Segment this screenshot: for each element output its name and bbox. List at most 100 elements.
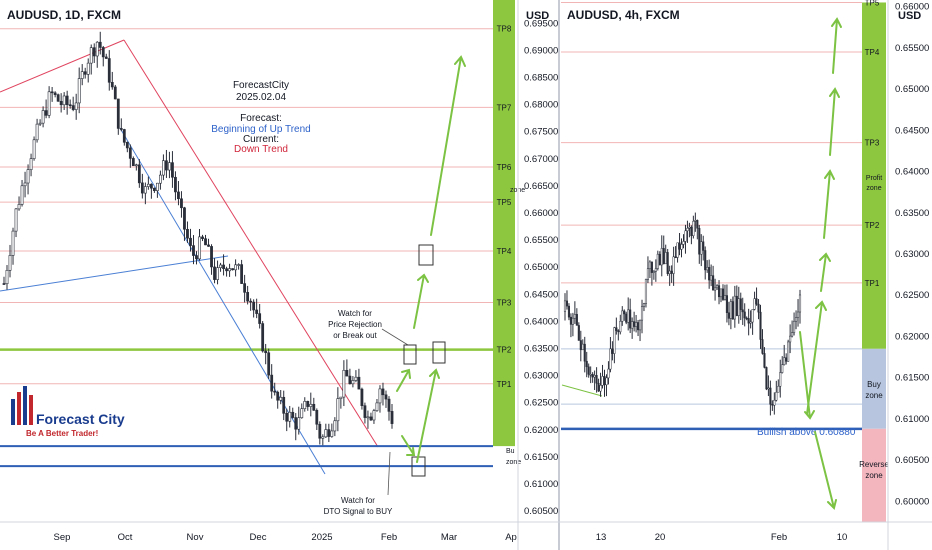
left-x-tick: Oct <box>118 532 133 543</box>
target-box-3 <box>418 244 434 266</box>
right-candle-body <box>787 341 790 362</box>
left-y-tick: 0.61500 <box>524 452 558 463</box>
left-candle-body <box>198 236 201 260</box>
right-y-tick: 0.62500 <box>895 290 929 301</box>
left-candle-body <box>50 91 54 94</box>
left-zone-label-bu: Bu <box>506 448 515 455</box>
left-candle-body <box>318 423 322 439</box>
right-zones <box>862 2 886 522</box>
left-candle-body <box>5 270 9 284</box>
right-candle-body <box>798 294 802 313</box>
right-candle-body <box>670 270 673 274</box>
left-candle-body <box>104 56 108 59</box>
left-candle-body <box>83 71 87 75</box>
right-candle-body <box>589 374 592 376</box>
left-candle-body <box>180 198 183 209</box>
left-candle-body <box>195 255 198 260</box>
left-y-tick: 0.63000 <box>524 371 558 382</box>
right-candle-body <box>749 321 752 324</box>
right-candle-body <box>625 313 628 323</box>
left-candle-body <box>225 268 228 272</box>
right-candle-body <box>743 311 746 319</box>
buy-zone-label-2: zone <box>865 391 883 400</box>
right-candle-body <box>621 310 624 322</box>
right-candle-body <box>672 256 675 274</box>
right-candle-body <box>644 279 648 304</box>
right-candle-body <box>627 309 630 323</box>
right-candle-body <box>759 311 762 340</box>
right-candle-body <box>716 285 719 289</box>
logo-bar-1 <box>11 399 15 425</box>
right-candle-body <box>791 332 794 337</box>
right-candle-body <box>781 364 784 373</box>
right-candle-body <box>623 310 626 315</box>
dto-line-2: DTO Signal to BUY <box>324 507 393 516</box>
right-y-tick: 0.63500 <box>895 208 929 219</box>
left-x-tick: Nov <box>187 532 204 543</box>
arrow-long-up <box>416 368 440 463</box>
left-candle-body <box>110 82 114 88</box>
r-arrow-4 <box>829 87 840 156</box>
left-candle-body <box>128 147 132 159</box>
right-candle-body <box>775 391 778 401</box>
right-candle-body <box>710 275 713 281</box>
right-x-tick: 13 <box>596 532 607 543</box>
profit-zone-label-1: Profit <box>866 175 882 182</box>
right-candle-body <box>725 295 728 313</box>
right-chart-title: AUDUSD, 4h, FXCM <box>567 8 680 22</box>
left-candle-body <box>186 228 189 239</box>
right-candle-body <box>714 287 717 291</box>
left-candle-body <box>101 47 105 58</box>
left-candle-body <box>390 411 394 424</box>
note-pointer <box>381 328 409 346</box>
right-candle-body <box>688 226 691 229</box>
left-y-tick: 0.60500 <box>524 506 558 517</box>
right-candle-body <box>573 314 576 319</box>
target-box-1 <box>403 344 417 365</box>
left-candle-body <box>267 352 271 376</box>
right-candle-body <box>698 228 701 255</box>
left-candle-body <box>80 71 84 79</box>
right-candle-body <box>638 319 642 331</box>
right-candle-body <box>583 343 586 362</box>
right-candle-body <box>648 261 651 269</box>
right-y-tick: 0.65000 <box>895 84 929 95</box>
left-candle-body <box>29 158 33 170</box>
left-red-trendline <box>123 39 379 448</box>
left-x-tick: Feb <box>381 532 397 543</box>
left-tp-labels: TP8 TP7 TP6 TP5 TP4 TP3 TP2 TP1 <box>497 25 512 389</box>
left-candle-body <box>276 391 280 401</box>
left-candle-body <box>243 283 247 293</box>
left-candle-body <box>171 162 174 178</box>
left-candle-body <box>351 380 355 385</box>
right-tp-label: TP2 <box>865 221 880 230</box>
right-y-tick: 0.66000 <box>895 2 929 13</box>
left-candle-body <box>131 158 135 167</box>
arrow-big-up <box>430 55 466 236</box>
right-x-tick: 20 <box>655 532 666 543</box>
right-candle-body <box>656 253 659 269</box>
left-candle-body <box>14 208 18 232</box>
right-candle-body <box>753 298 756 310</box>
left-candles <box>2 31 394 446</box>
left-candle-body <box>152 187 156 191</box>
right-candle-body <box>593 375 596 378</box>
left-candle-body <box>146 183 150 187</box>
left-candle-body <box>336 398 340 422</box>
left-candle-body <box>71 105 75 110</box>
right-bullish-label: Bullish above 0.60880 <box>757 427 856 438</box>
left-candle-body <box>366 416 370 419</box>
right-y-tick: 0.60000 <box>895 496 929 507</box>
right-candle-body <box>674 256 677 259</box>
right-candle-body <box>757 303 760 313</box>
right-y-tick: 0.61000 <box>895 414 929 425</box>
left-zone-label-bottom: zone <box>506 459 521 466</box>
right-candle-body <box>577 325 580 341</box>
arrow-small-up <box>396 368 411 392</box>
left-candle-body <box>35 123 39 141</box>
right-tp-label: TP1 <box>865 279 880 288</box>
right-candle-body <box>721 288 725 300</box>
right-candle-body <box>763 353 766 368</box>
left-candle-body <box>23 182 27 187</box>
